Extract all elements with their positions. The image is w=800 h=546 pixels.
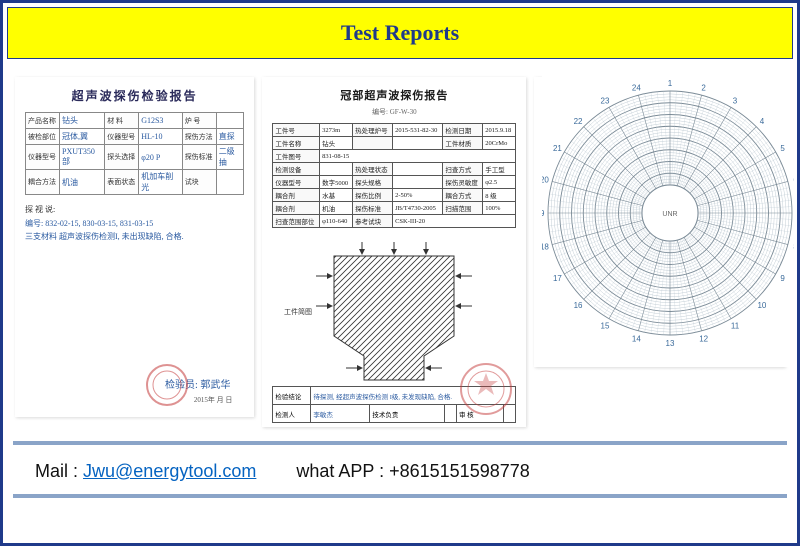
table-row: 耦合剂机油探伤标准JB/T4730-2005扫描范围100%	[273, 202, 516, 215]
svg-text:1: 1	[668, 79, 673, 88]
divider-bottom	[13, 494, 787, 498]
report-doc-3: 123456789101112131415161718192021222324U…	[534, 77, 785, 367]
svg-text:4: 4	[760, 117, 765, 126]
whatsapp-block: what APP : +8615151598778	[296, 461, 529, 482]
svg-text:14: 14	[632, 335, 641, 344]
doc2-title: 冠部超声波探伤报告	[272, 87, 516, 103]
circular-chart-icon: 123456789101112131415161718192021222324U…	[542, 65, 794, 367]
svg-text:11: 11	[731, 322, 740, 331]
doc1-body-line1: 编号: 832-02-15, 830-03-15, 831-03-15	[25, 217, 244, 231]
doc1-body-line2: 三支材料 超声波探伤检测I, 未出现缺陷, 合格.	[25, 230, 244, 244]
stamp-icon	[137, 362, 197, 408]
whatsapp-number: +8615151598778	[389, 461, 530, 481]
report-doc-2: 冠部超声波探伤报告 编号: GF-W-30 工件号3273m热处理炉号2015-…	[262, 77, 526, 427]
table-row: 耦合方法 机油 表面状态 机加车削光 试块	[26, 170, 244, 195]
svg-text:9: 9	[781, 274, 786, 283]
table-row: 仪器型号数字5000探头规格探伤灵敏度φ2.5	[273, 176, 516, 189]
table-row: 工件图号831-08-15	[273, 150, 516, 163]
table-row: 产品名称 钻头 材 料 G12S3 炉 号	[26, 113, 244, 129]
svg-text:工件简图: 工件简图	[284, 307, 312, 316]
table-row: 工件号3273m热处理炉号2015-531-82-30检测日期2015.9.18	[273, 124, 516, 137]
table-row: 检测设备热处理状态扫查方式手工型	[273, 163, 516, 176]
table-row: 仪器型号 PXUT350部 探头选择 φ20 P 探伤标准 二级抽	[26, 145, 244, 170]
reports-row: 超声波探伤检验报告 产品名称 钻头 材 料 G12S3 炉 号 被检部位 冠体,…	[3, 63, 797, 435]
svg-text:8: 8	[794, 243, 795, 252]
stamp-icon	[458, 361, 514, 417]
svg-text:3: 3	[733, 96, 738, 105]
svg-text:10: 10	[758, 301, 767, 310]
doc1-body: 探 视 说: 编号: 832-02-15, 830-03-15, 831-03-…	[25, 203, 244, 244]
svg-text:18: 18	[542, 243, 549, 252]
svg-text:20: 20	[542, 175, 549, 184]
mail-block: Mail : Jwu@energytool.com	[35, 461, 256, 482]
table-row: 被检部位 冠体,翼 仪器型号 HL-10 探伤方法 直探	[26, 129, 244, 145]
doc2-header-table: 工件号3273m热处理炉号2015-531-82-30检测日期2015.9.18…	[272, 123, 516, 228]
doc2-subtitle: 编号: GF-W-30	[272, 107, 516, 117]
svg-text:22: 22	[574, 117, 583, 126]
page-title: Test Reports	[341, 20, 459, 46]
svg-text:24: 24	[632, 83, 641, 92]
svg-text:13: 13	[666, 339, 675, 348]
doc1-body-label: 探 视 说:	[25, 203, 244, 217]
svg-text:23: 23	[601, 96, 610, 105]
svg-text:6: 6	[794, 175, 795, 184]
svg-text:16: 16	[574, 301, 583, 310]
svg-text:12: 12	[700, 335, 709, 344]
table-row: 耦合剂水基探伤比例2-50%耦合方式8 级	[273, 189, 516, 202]
doc1-signature: 检验员: 郭武华	[165, 376, 230, 391]
svg-text:21: 21	[553, 144, 562, 153]
doc1-header-table: 产品名称 钻头 材 料 G12S3 炉 号 被检部位 冠体,翼 仪器型号 HL-…	[25, 112, 244, 195]
mail-link[interactable]: Jwu@energytool.com	[83, 461, 256, 481]
svg-text:5: 5	[781, 144, 786, 153]
table-row: 工件名称钻头工件材质20CrMo	[273, 137, 516, 150]
whatsapp-label: what APP :	[296, 461, 389, 481]
contact-row: Mail : Jwu@energytool.com what APP : +86…	[3, 445, 797, 486]
svg-text:15: 15	[601, 322, 610, 331]
svg-text:UNR: UNR	[663, 211, 678, 218]
doc1-title: 超声波探伤检验报告	[25, 87, 244, 104]
svg-text:17: 17	[553, 274, 562, 283]
header-bar: Test Reports	[7, 7, 793, 59]
mail-label: Mail :	[35, 461, 83, 481]
svg-text:2: 2	[702, 83, 707, 92]
report-doc-1: 超声波探伤检验报告 产品名称 钻头 材 料 G12S3 炉 号 被检部位 冠体,…	[15, 77, 254, 417]
table-row: 扫查范围部位φ110-640参考试块CSK-III-20	[273, 215, 516, 228]
doc1-date: 2015年 月 日	[194, 395, 233, 405]
